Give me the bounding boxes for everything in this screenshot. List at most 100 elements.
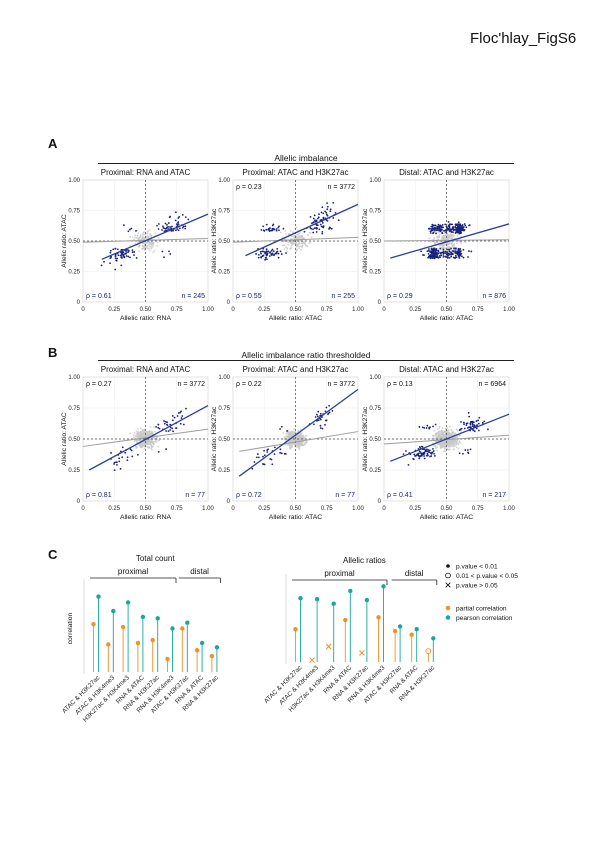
x-tick-label: 0.50 (290, 307, 302, 313)
significant-point (463, 423, 465, 426)
lollipop-point (165, 656, 170, 662)
significant-point (328, 404, 331, 407)
background-point (452, 445, 455, 448)
significant-point (165, 448, 167, 450)
group-label-proximal: proximal (118, 567, 148, 576)
background-point (154, 430, 156, 433)
significant-point (454, 231, 457, 234)
panel-a-section-line (98, 163, 514, 164)
lollipop-point (293, 627, 298, 632)
background-point (289, 435, 292, 437)
background-point (445, 249, 448, 252)
legend-circle-icon (445, 572, 451, 579)
background-point (131, 236, 134, 238)
background-point (437, 236, 440, 238)
significant-point (265, 223, 268, 226)
panel-b-section-title: Allelic imbalance ratio thresholded (241, 350, 371, 360)
significant-point (454, 250, 457, 253)
lollipop-point (381, 584, 386, 589)
x-tick-label: 1.00 (352, 307, 364, 313)
significant-point (460, 421, 462, 423)
significant-point (267, 250, 270, 253)
significant-point (164, 420, 167, 423)
significant-point (454, 223, 457, 226)
significant-point (275, 228, 278, 230)
significant-point (439, 256, 442, 259)
background-point (148, 430, 151, 432)
significant-point (437, 257, 440, 259)
significant-point (263, 449, 266, 452)
significant-point (438, 226, 441, 228)
significant-point (456, 253, 459, 256)
background-point (446, 232, 449, 235)
x-axis-label: Allelic ratio: ATAC (269, 514, 322, 521)
significant-point (109, 251, 112, 254)
significant-point (460, 229, 463, 232)
chart-title: Total count (136, 554, 175, 563)
background-point (152, 243, 155, 246)
significant-point (120, 264, 123, 267)
significant-point (280, 452, 283, 455)
lollipop-cross (309, 657, 315, 664)
background-point (293, 236, 296, 238)
background-point (441, 236, 444, 239)
significant-point (269, 458, 272, 460)
significant-point (458, 452, 461, 455)
significant-point (437, 227, 440, 230)
x-tick-label: 0 (382, 506, 386, 512)
significant-point (162, 225, 164, 228)
n-bottom-label: n = 77 (335, 492, 355, 499)
significant-point (313, 227, 316, 230)
background-point (444, 427, 447, 430)
background-point (449, 445, 452, 448)
significant-point (444, 255, 447, 258)
x-tick-label: 0 (81, 506, 85, 512)
significant-point (418, 457, 421, 460)
significant-point (112, 248, 115, 251)
lollipop-point (409, 632, 414, 637)
background-point (299, 445, 302, 448)
significant-point (428, 449, 431, 452)
significant-point (125, 252, 128, 255)
y-tick-label: 0.25 (218, 468, 230, 474)
background-point (280, 231, 282, 234)
significant-point (446, 257, 449, 259)
n-bottom-label: n = 245 (181, 293, 205, 300)
significant-point (118, 457, 121, 460)
significant-point (432, 447, 434, 450)
significant-point (100, 264, 103, 267)
significant-point (262, 225, 265, 228)
significant-point (314, 416, 317, 418)
significant-point (265, 253, 268, 256)
background-point (153, 249, 156, 252)
figure-title: Floc'hlay_FigS6 (470, 30, 577, 47)
significant-point (434, 227, 437, 230)
background-point (153, 443, 155, 446)
significant-point (255, 253, 257, 255)
background-point (438, 245, 441, 248)
significant-point (458, 429, 461, 432)
y-tick-label: 0.25 (369, 270, 381, 276)
x-tick-label: 0.25 (258, 506, 270, 512)
background-point (450, 443, 453, 445)
legend-label: p.value > 0.05 (456, 582, 498, 589)
y-tick-label: 0 (227, 300, 231, 306)
significant-point (418, 450, 421, 453)
background-point (297, 442, 299, 445)
significant-point (337, 219, 340, 222)
significant-point (319, 223, 322, 226)
lollipop-point (135, 640, 141, 646)
significant-point (441, 231, 444, 234)
significant-point (317, 216, 320, 219)
rho-top-label: ρ = 0.13 (387, 381, 413, 388)
y-tick-label: 0.50 (218, 239, 230, 245)
background-point (135, 237, 138, 239)
significant-point (114, 255, 117, 258)
background-point (293, 431, 296, 434)
significant-point (171, 419, 174, 422)
significant-point (431, 451, 434, 454)
significant-point (466, 449, 469, 451)
background-point (152, 251, 155, 254)
significant-point (113, 461, 116, 464)
significant-point (312, 228, 314, 231)
